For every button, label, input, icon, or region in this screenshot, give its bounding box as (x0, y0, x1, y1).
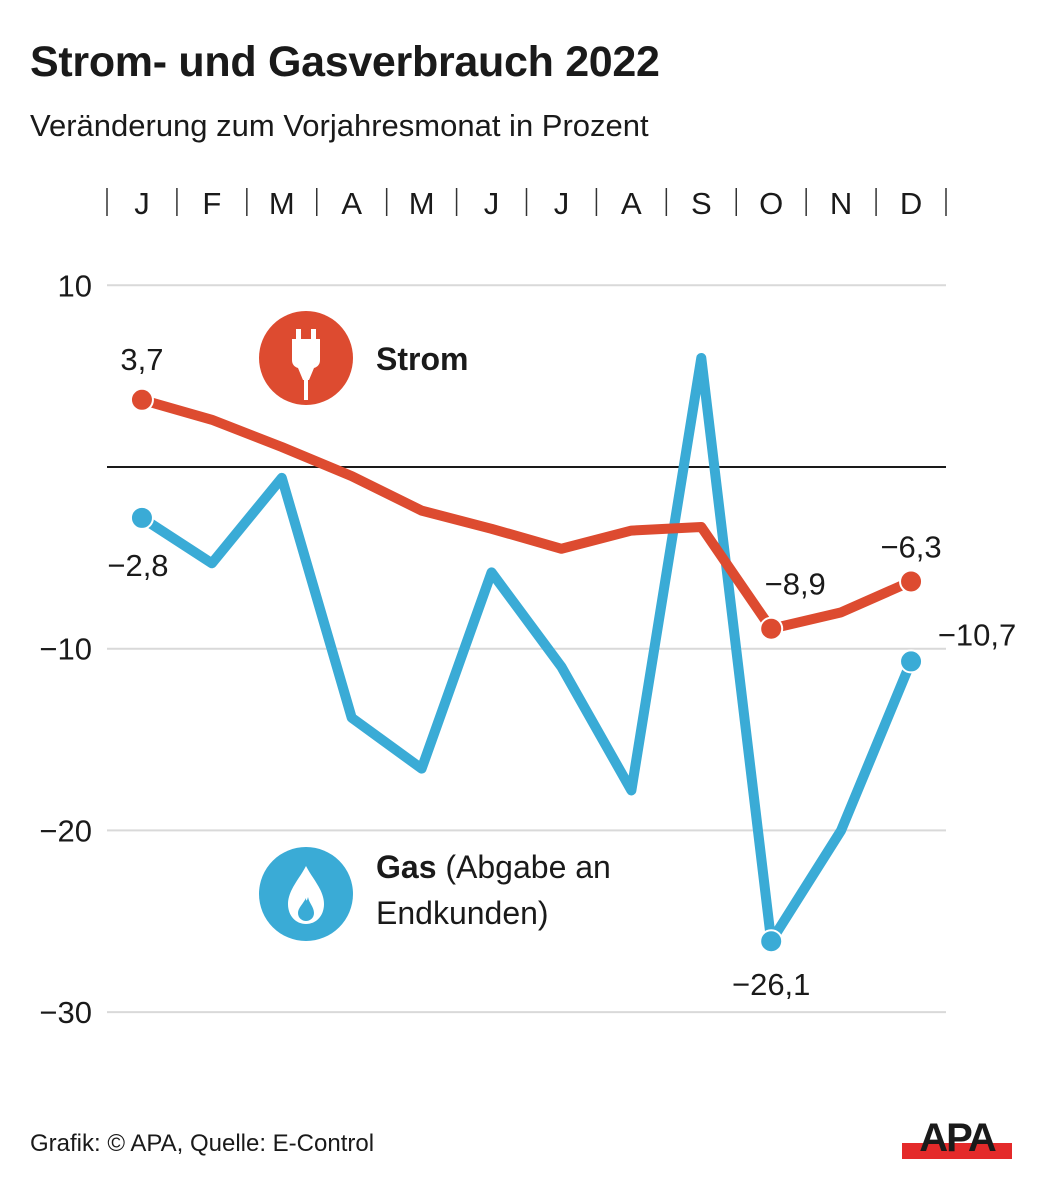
y-tick-label: −30 (39, 995, 92, 1030)
x-tick-label: A (621, 186, 642, 221)
y-tick-label: −10 (39, 632, 92, 667)
legend-strom-label: Strom (376, 341, 468, 377)
series-gas (129, 352, 924, 954)
plug-icon (259, 311, 353, 405)
data-point-marker (129, 387, 154, 412)
series-strom (129, 387, 924, 641)
data-label: −8,9 (765, 567, 826, 602)
grid (107, 284, 946, 1014)
series-layer (129, 352, 924, 954)
flame-icon (259, 847, 353, 941)
x-tick-label: D (900, 186, 922, 221)
source-note: Grafik: © APA, Quelle: E-Control (30, 1130, 375, 1157)
data-point-marker (899, 569, 924, 594)
y-axis-labels: 10 −10 −20 −30 (39, 268, 92, 1030)
data-label: −10,7 (938, 617, 1016, 652)
data-point-marker (129, 505, 154, 530)
data-label: −6,3 (880, 529, 941, 564)
legend-gas-label-bold: Gas (376, 849, 436, 885)
legend-gas: Gas (Abgabe an Endkunden) (259, 847, 611, 941)
data-label: 3,7 (120, 342, 163, 377)
data-label: −2,8 (107, 548, 168, 583)
legend-gas-label-line2: Endkunden) (376, 895, 549, 931)
chart-subtitle: Veränderung zum Vorjahresmonat in Prozen… (30, 108, 649, 143)
legend-gas-label-rest: (Abgabe an (436, 849, 610, 885)
y-tick-label: 10 (58, 268, 92, 303)
y-tick-label: −20 (39, 813, 92, 848)
apa-logo: APA (902, 1116, 1012, 1159)
data-point-marker (759, 616, 784, 641)
apa-logo-bar (902, 1143, 1012, 1159)
data-labels: 3,7 −8,9 −6,3 −2,8 −26,1 −10,7 (107, 342, 1016, 1002)
series-line (136, 352, 917, 947)
legend-gas-label: Gas (Abgabe an (376, 849, 611, 885)
x-tick-label: M (409, 186, 435, 221)
data-point-marker (759, 929, 784, 954)
x-tick-label: A (341, 186, 362, 221)
x-tick-label: O (759, 186, 783, 221)
line-chart: J F M A M J J A S O N D 10 −10 −20 −30 Strom Gas (Abga… (39, 186, 1016, 1030)
x-tick-label: M (269, 186, 295, 221)
chart-title: Strom- und Gasverbrauch 2022 (30, 38, 660, 86)
x-tick-label: N (830, 186, 852, 221)
legend-strom: Strom (259, 311, 468, 405)
x-tick-label: J (134, 186, 150, 221)
x-tick-label: J (554, 186, 570, 221)
x-tick-label: F (202, 186, 221, 221)
data-point-marker (899, 649, 924, 674)
x-tick-label: J (484, 186, 500, 221)
apa-logo-text: APA (919, 1116, 996, 1159)
x-tick-label: S (691, 186, 712, 221)
data-label: −26,1 (732, 967, 810, 1002)
